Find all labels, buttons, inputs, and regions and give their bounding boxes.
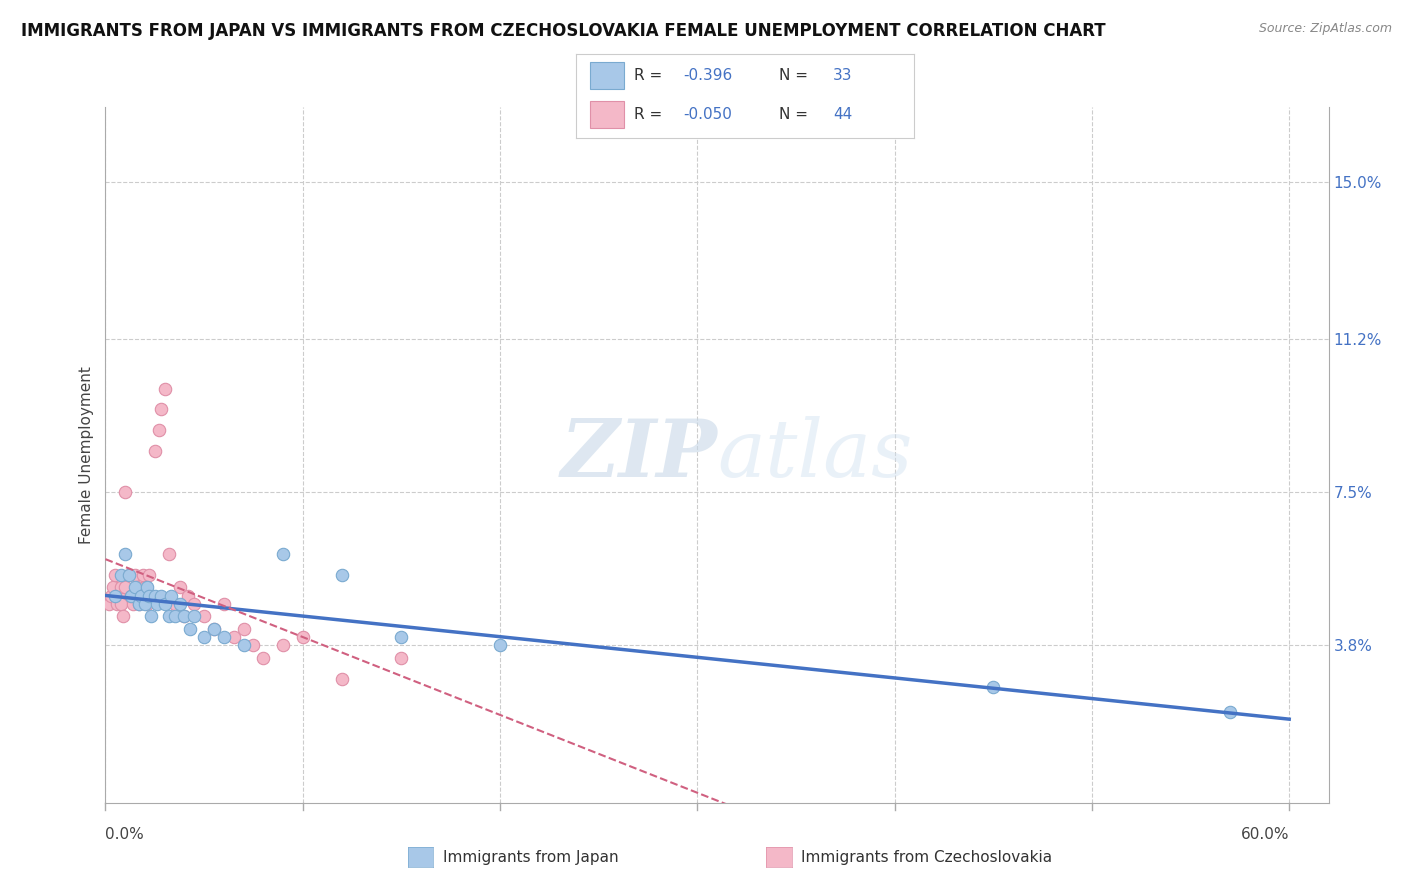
Point [193,630,215,644]
Point [143,443,166,458]
Point [169,597,191,611]
Point [330,672,353,686]
Point [138,568,160,582]
Point [143,589,166,603]
Point [124,568,146,582]
Point [981,680,1004,694]
Text: Immigrants from Czechoslovakia: Immigrants from Czechoslovakia [801,850,1053,864]
Text: ZIP: ZIP [560,417,717,493]
Point [112,609,135,624]
Text: R =: R = [634,68,666,83]
Text: 33: 33 [832,68,852,83]
FancyBboxPatch shape [591,62,624,89]
Point [134,597,156,611]
Text: IMMIGRANTS FROM JAPAN VS IMMIGRANTS FROM CZECHOSLOVAKIA FEMALE UNEMPLOYMENT CORR: IMMIGRANTS FROM JAPAN VS IMMIGRANTS FROM… [21,22,1105,40]
Text: 60.0%: 60.0% [1240,827,1289,842]
Point [145,597,167,611]
Point [157,609,180,624]
Point [110,581,132,595]
Point [159,589,181,603]
Point [149,402,172,417]
Point [1219,705,1241,719]
Text: N =: N = [779,107,813,122]
Point [389,630,412,644]
Text: 44: 44 [832,107,852,122]
Point [114,485,136,500]
Text: Source: ZipAtlas.com: Source: ZipAtlas.com [1258,22,1392,36]
Point [110,568,132,582]
Text: Immigrants from Japan: Immigrants from Japan [443,850,619,864]
Point [169,581,191,595]
Point [128,597,150,611]
Point [173,609,195,624]
Point [122,597,145,611]
Point [153,597,176,611]
Point [128,597,150,611]
Point [183,609,205,624]
Point [114,581,136,595]
Point [135,581,157,595]
Point [129,589,152,603]
Text: N =: N = [779,68,813,83]
Point [132,568,155,582]
Point [118,568,141,582]
Point [202,622,225,636]
Point [114,547,136,561]
Point [173,609,195,624]
Point [138,589,160,603]
Point [232,639,254,653]
Point [291,630,314,644]
Point [134,581,156,595]
Text: -0.050: -0.050 [683,107,731,122]
Point [212,630,235,644]
Text: atlas: atlas [717,417,912,493]
Point [125,581,148,595]
Point [183,597,205,611]
Point [271,639,294,653]
Point [104,568,127,582]
Point [110,597,132,611]
Point [163,597,186,611]
Point [163,609,186,624]
Point [153,382,176,396]
Point [271,547,294,561]
Point [139,589,162,603]
Point [179,622,201,636]
Y-axis label: Female Unemployment: Female Unemployment [79,366,94,544]
Point [148,423,170,437]
Point [98,597,121,611]
Point [118,568,141,582]
Point [389,651,412,665]
Point [129,589,152,603]
Point [177,589,200,603]
FancyBboxPatch shape [591,101,624,128]
Point [330,568,353,582]
Point [135,597,157,611]
Point [212,597,235,611]
Point [104,589,127,603]
Point [149,589,172,603]
Point [108,589,131,603]
Point [202,622,225,636]
Point [193,609,215,624]
Point [222,630,245,644]
Point [120,589,142,603]
Point [157,547,180,561]
Point [232,622,254,636]
Point [120,589,142,603]
Point [105,597,128,611]
Text: -0.396: -0.396 [683,68,733,83]
Point [100,589,122,603]
Point [139,609,162,624]
Point [252,651,274,665]
Point [103,581,125,595]
Point [242,639,264,653]
Text: 0.0%: 0.0% [105,827,145,842]
Point [124,581,146,595]
Point [489,639,512,653]
Text: R =: R = [634,107,666,122]
